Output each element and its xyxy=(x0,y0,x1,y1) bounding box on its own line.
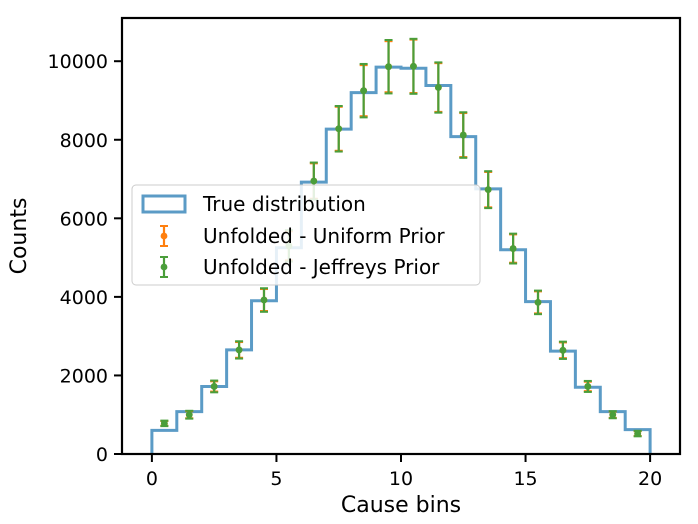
data-point-marker xyxy=(360,87,368,95)
legend-label-true-distribution: True distribution xyxy=(202,192,366,216)
legend-box xyxy=(131,184,481,286)
series-1-point xyxy=(608,410,617,420)
series-1-point xyxy=(185,409,194,420)
data-point-marker xyxy=(335,125,343,133)
data-point-marker xyxy=(160,419,168,427)
y-tick-label: 10000 xyxy=(48,51,108,73)
legend-point-marker xyxy=(160,263,168,271)
series-1-point xyxy=(534,289,543,316)
x-tick-label: 15 xyxy=(513,468,537,490)
series-1-point xyxy=(384,38,393,95)
data-point-marker xyxy=(385,63,392,71)
legend: True distribution Unfolded - Uniform Pri… xyxy=(131,184,481,286)
data-point-marker xyxy=(210,383,218,390)
y-axis-label: Counts xyxy=(7,198,32,275)
data-point-marker xyxy=(410,62,417,70)
y-tick-label: 0 xyxy=(96,444,108,466)
y-tick-label: 8000 xyxy=(60,130,108,152)
data-point-marker xyxy=(634,430,642,437)
series-1-point xyxy=(459,111,468,159)
data-point-marker xyxy=(584,383,592,390)
x-tick-label: 20 xyxy=(638,468,662,490)
data-point-marker xyxy=(459,131,467,139)
y-tick-label: 6000 xyxy=(60,208,108,230)
data-point-marker xyxy=(559,346,567,354)
legend-marker-uniform-prior xyxy=(160,225,168,247)
ticks-layer: 0 5 10 15 20 0 2000 4000 6000 8000 10000 xyxy=(48,51,663,490)
x-tick-label: 5 xyxy=(270,468,282,490)
series-1-point xyxy=(235,340,244,360)
data-point-marker xyxy=(235,346,243,354)
series-1-point xyxy=(434,61,443,114)
series-1-point xyxy=(484,170,493,210)
series-1-point xyxy=(160,419,169,428)
x-tick-label: 0 xyxy=(146,468,158,490)
data-point-marker xyxy=(310,177,318,185)
data-point-marker xyxy=(260,296,268,304)
x-tick-label: 10 xyxy=(389,468,413,490)
series-1-point xyxy=(509,232,518,265)
data-point-marker xyxy=(185,411,193,419)
series-1-point xyxy=(210,379,219,394)
y-tick-label: 2000 xyxy=(60,365,108,387)
data-point-marker xyxy=(434,84,442,91)
series-1-point xyxy=(633,429,642,438)
legend-swatch-true-distribution xyxy=(141,194,187,214)
series-1-point xyxy=(259,287,268,313)
true-distribution-step xyxy=(150,65,652,454)
x-axis-label: Cause bins xyxy=(341,493,461,518)
data-point-marker xyxy=(509,245,517,252)
legend-marker-jeffreys-prior xyxy=(160,256,168,278)
data-point-marker xyxy=(534,298,542,306)
series-1-point xyxy=(359,62,368,119)
series-1-point xyxy=(334,104,343,153)
legend-label-jeffreys-prior: Unfolded - Jeffreys Prior xyxy=(203,255,440,279)
data-point-marker xyxy=(609,411,617,419)
legend-point-marker xyxy=(160,232,168,240)
series-1-point xyxy=(409,37,418,95)
data-point-marker xyxy=(484,186,492,194)
series-1-point xyxy=(558,340,567,360)
legend-label-uniform-prior: Unfolded - Uniform Prior xyxy=(203,224,445,248)
series-1-point xyxy=(583,379,592,393)
y-tick-label: 4000 xyxy=(60,287,108,309)
